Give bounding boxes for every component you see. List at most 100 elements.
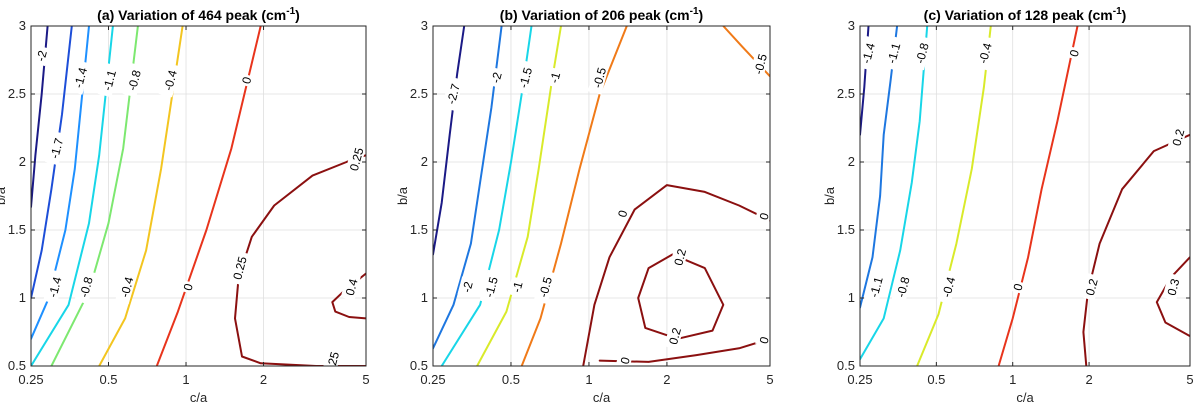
contour-label-text: -1.1 <box>867 275 886 299</box>
contour-label-text: -1.1 <box>884 41 903 65</box>
x-tick-label: 2 <box>663 372 670 387</box>
y-tick-label: 2.5 <box>410 86 428 101</box>
contour-label: -2.7 <box>441 76 464 112</box>
contour-label-bg <box>545 66 564 88</box>
x-tick-label: 0.5 <box>502 372 520 387</box>
contour-label-text: -1.4 <box>71 66 90 90</box>
chart-title: (b) Variation of 206 peak (cm-1) <box>500 6 703 23</box>
contour-label: -0.8 <box>122 62 145 98</box>
contour-label-bg <box>228 250 250 286</box>
contour-label: 0 <box>613 206 630 221</box>
contour-label-text: -0.4 <box>939 275 958 299</box>
contour-label-text: -0.4 <box>976 41 995 65</box>
contour-label-bg <box>1008 279 1026 294</box>
axes-box <box>30 25 367 367</box>
contour-label: -1.7 <box>44 130 67 166</box>
contour-line <box>31 26 90 340</box>
contour-label-bg <box>613 206 630 221</box>
chart-panel-1: -2 -1.7 -1.4 -1.4 -1.1 -0.8 -0.8 -0.4 -0.4 0 0 0.25… <box>0 6 370 405</box>
contour-label-text: -1 <box>547 70 563 84</box>
chart-title-main: (a) Variation of 464 peak (cm <box>97 7 286 23</box>
contour-label-text: -0.8 <box>125 68 144 92</box>
contour-label-bg <box>179 279 196 294</box>
y-tick-label: 2 <box>421 154 428 169</box>
contour-label-text: -1.4 <box>46 275 65 299</box>
contour-line <box>860 26 899 309</box>
x-tick-label: 1 <box>1009 372 1016 387</box>
contour-label-text: -0.5 <box>536 275 555 299</box>
contour-label: -1.1 <box>882 35 904 71</box>
contour-label-bg <box>936 269 959 305</box>
contour-label-bg <box>43 269 66 305</box>
contour-group: -2.7 -2 -2 -1.5 -1.5 -1 -1 -0.5 -0.5 -0.5 0 0 0 0 0.2 0… <box>433 26 770 366</box>
contour-label-text: -1.5 <box>482 275 501 299</box>
contour-label-bg <box>910 35 933 71</box>
contour-label-bg <box>891 269 914 305</box>
x-tick-label: 0.5 <box>99 372 117 387</box>
y-tick-label: 3 <box>19 18 26 33</box>
contour-label-bg <box>973 35 996 71</box>
y-tick-label: 1 <box>19 290 26 305</box>
contour-label: 0 <box>755 332 770 348</box>
y-tick-label: 0.5 <box>410 358 428 373</box>
contour-line <box>598 337 770 363</box>
chart-panel-2: -2.7 -2 -2 -1.5 -1.5 -1 -1 -0.5 -0.5 -0.5 0 0 0 0 0.2 0… <box>395 6 774 405</box>
contour-group: -2 -1.7 -1.4 -1.4 -1.1 -0.8 -0.8 -0.4 -0.4 0 0 0.25… <box>31 26 367 366</box>
contour-label: -0.5 <box>533 269 556 305</box>
contour-label-bg <box>122 62 145 98</box>
contour-label: 0.4 <box>340 272 361 301</box>
x-tick-label: 5 <box>766 372 773 387</box>
contour-line <box>234 154 366 366</box>
contour-label-text: 0.3 <box>1164 277 1182 297</box>
contour-label: -1 <box>545 66 564 88</box>
contour-label-text: 0 <box>1010 282 1025 292</box>
contour-label-text: -1.7 <box>47 136 66 160</box>
x-tick-label: 5 <box>1186 372 1193 387</box>
contour-label: 0 <box>237 73 254 88</box>
contour-label: 0 <box>1065 45 1082 61</box>
contour-label-text: 0.4 <box>343 277 361 297</box>
contour-label: 0 <box>179 279 196 294</box>
contour-label-bg <box>1167 123 1188 152</box>
x-tick-label: 1 <box>182 372 189 387</box>
contour-label-bg <box>616 353 633 366</box>
contour-label-text: 0.25 <box>347 146 367 172</box>
contour-label-bg <box>158 62 181 98</box>
contour-label-text: -1 <box>509 280 525 294</box>
contour-label-bg <box>1162 272 1183 301</box>
contour-label: -2 <box>486 66 505 88</box>
contour-label-bg <box>587 60 610 95</box>
x-tick-label: 0.5 <box>927 372 945 387</box>
x-tick-label: 0.25 <box>420 372 445 387</box>
chart-panel-3: -1.4 -1.1 -1.1 -0.8 -0.8 -0.4 -0.4 0 0 0.2 0.2 0.3 0… <box>822 6 1193 405</box>
contour-label: 0.2 <box>1167 123 1188 152</box>
contour-label-text: 0.25 <box>230 255 250 281</box>
contour-label-text: -0.4 <box>118 275 137 299</box>
contour-label-bg <box>533 269 556 305</box>
contour-label: -2 <box>457 276 476 298</box>
contour-label-bg <box>664 321 685 350</box>
contour-label-bg <box>1080 272 1101 301</box>
panels-group: -2-1.7-1.4-1.4 -1.1-0.8-0.8-0.4-0.4000.25… <box>0 6 1193 405</box>
contour-label-text: 0.2 <box>1083 277 1101 297</box>
contour-label: -1.1 <box>97 62 120 98</box>
y-tick-label: 3 <box>848 18 855 33</box>
contour-label-bg <box>320 345 343 366</box>
contour-label-text: -0.8 <box>894 275 913 299</box>
chart-title-end: ) <box>699 7 704 23</box>
y-tick-label: 3 <box>421 18 428 33</box>
contour-label-bg <box>74 269 97 305</box>
contour-label: -1.4 <box>860 35 879 71</box>
contour-line <box>155 26 262 366</box>
y-tick-label: 1 <box>848 290 855 305</box>
contour-label-text: -0.8 <box>913 41 932 65</box>
contour-label-bg <box>457 276 476 298</box>
chart-title: (c) Variation of 128 peak (cm-1) <box>924 6 1127 23</box>
contour-label-bg <box>68 60 91 95</box>
x-axis-label: c/a <box>1016 390 1034 405</box>
y-tick-label: 2 <box>848 154 855 169</box>
y-axis-label: b/a <box>395 186 410 205</box>
contour-line <box>31 26 114 366</box>
contour-label: -1.5 <box>513 60 536 95</box>
contour-label-bg <box>748 46 770 82</box>
